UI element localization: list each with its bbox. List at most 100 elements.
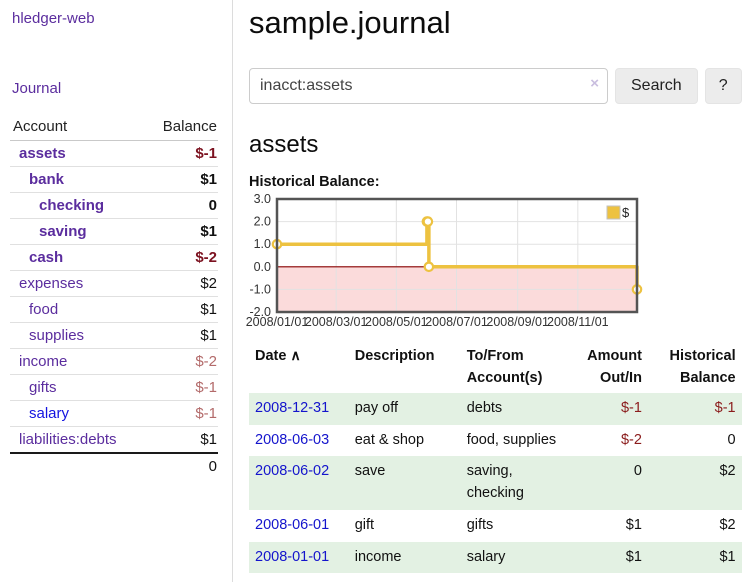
register-header-balance: Historical Balance <box>648 342 742 393</box>
transaction-date-link[interactable]: 2008-01-01 <box>255 549 329 565</box>
account-link-expenses[interactable]: expenses <box>19 275 83 292</box>
account-link-salary[interactable]: salary <box>29 405 69 422</box>
account-balance: $1 <box>145 167 219 193</box>
account-balance: $1 <box>145 427 219 454</box>
svg-text:1.0: 1.0 <box>254 237 271 251</box>
sidebar: hledger-web Journal Account Balance asse… <box>0 0 233 582</box>
transaction-amount: $1 <box>562 510 647 542</box>
svg-text:2.0: 2.0 <box>254 215 271 229</box>
transaction-amount: $-1 <box>562 393 647 425</box>
clear-search-icon[interactable]: × <box>590 76 599 91</box>
account-row-assets: assets $-1 <box>10 141 218 167</box>
account-balance: $-2 <box>145 245 219 271</box>
chart-title: Historical Balance: <box>249 174 742 190</box>
account-row-cash: cash $-2 <box>10 245 218 271</box>
account-balance: $1 <box>145 297 219 323</box>
account-row-supplies: supplies $1 <box>10 323 218 349</box>
svg-text:2008/05/01: 2008/05/01 <box>365 315 428 329</box>
register-table: Date ∧ Description To/From Account(s) Am… <box>249 342 742 573</box>
transaction-accounts: gifts <box>461 510 563 542</box>
accounts-total-value: 0 <box>145 453 219 479</box>
transaction-description: pay off <box>349 393 461 425</box>
search-button[interactable]: Search <box>615 68 698 104</box>
svg-text:2008/07/01: 2008/07/01 <box>425 315 488 329</box>
account-row-expenses: expenses $2 <box>10 271 218 297</box>
account-balance: $1 <box>145 323 219 349</box>
account-row-salary: salary $-1 <box>10 401 218 427</box>
transaction-accounts: salary <box>461 542 563 574</box>
svg-text:-1.0: -1.0 <box>249 282 271 296</box>
main-content: sample.journal × Search ? assets Histori… <box>233 0 742 582</box>
transaction-date-link[interactable]: 2008-06-02 <box>255 463 329 479</box>
accounts-column-header: Account <box>10 114 145 141</box>
account-link-assets[interactable]: assets <box>19 145 66 162</box>
transaction-date-link[interactable]: 2008-06-01 <box>255 517 329 533</box>
transaction-amount: $1 <box>562 542 647 574</box>
account-link-checking[interactable]: checking <box>39 197 104 214</box>
transaction-description: income <box>349 542 461 574</box>
account-balance: $-2 <box>145 349 219 375</box>
account-link-income[interactable]: income <box>19 353 67 370</box>
register-header-description: Description <box>349 342 461 393</box>
account-heading: assets <box>249 131 742 159</box>
account-link-saving[interactable]: saving <box>39 223 87 240</box>
help-button[interactable]: ? <box>705 68 742 104</box>
dollar-legend-swatch <box>607 206 620 219</box>
sidebar-item-journal[interactable]: Journal <box>12 80 218 97</box>
transaction-amount: 0 <box>562 456 647 510</box>
search-input[interactable] <box>249 68 608 104</box>
svg-text:3.0: 3.0 <box>254 192 271 206</box>
account-balance: $2 <box>145 271 219 297</box>
transaction-date-link[interactable]: 2008-06-03 <box>255 432 329 448</box>
account-row-food: food $1 <box>10 297 218 323</box>
transaction-balance: 0 <box>648 425 742 457</box>
register-row: 2008-12-31 pay off debts $-1 $-1 <box>249 393 742 425</box>
register-header-accounts: To/From Account(s) <box>461 342 563 393</box>
register-row: 2008-01-01 income salary $1 $1 <box>249 542 742 574</box>
transaction-accounts: food, supplies <box>461 425 563 457</box>
account-link-supplies[interactable]: supplies <box>29 327 84 344</box>
account-link-liabilities-debts[interactable]: liabilities:debts <box>19 431 117 448</box>
accounts-balance-table: Account Balance assets $-1 bank $1 check… <box>10 114 218 479</box>
register-header-date[interactable]: Date ∧ <box>249 342 349 393</box>
accounts-total-row: 0 <box>10 453 218 479</box>
register-header-amount: Amount Out/In <box>562 342 647 393</box>
svg-text:2008/03/01: 2008/03/01 <box>305 315 368 329</box>
account-row-checking: checking 0 <box>10 193 218 219</box>
historical-balance-chart: $3.02.01.00.0-1.0-2.02008/01/012008/03/0… <box>241 193 742 333</box>
account-link-bank[interactable]: bank <box>29 171 64 188</box>
account-balance: $-1 <box>145 375 219 401</box>
transaction-accounts: saving, checking <box>461 456 563 510</box>
transaction-balance: $-1 <box>648 393 742 425</box>
account-balance: $-1 <box>145 141 219 167</box>
account-link-food[interactable]: food <box>29 301 58 318</box>
svg-text:$: $ <box>622 205 630 220</box>
svg-text:2008/11/01: 2008/11/01 <box>547 315 609 329</box>
transaction-amount: $-2 <box>562 425 647 457</box>
page-title: sample.journal <box>249 5 742 41</box>
account-link-gifts[interactable]: gifts <box>29 379 57 396</box>
register-row: 2008-06-03 eat & shop food, supplies $-2… <box>249 425 742 457</box>
account-balance: 0 <box>145 193 219 219</box>
account-row-liabilities-debts: liabilities:debts $1 <box>10 427 218 454</box>
transaction-date-link[interactable]: 2008-12-31 <box>255 400 329 416</box>
svg-text:2008/01/01: 2008/01/01 <box>246 315 309 329</box>
search-form: × Search ? <box>249 68 742 104</box>
transaction-balance: $1 <box>648 542 742 574</box>
sort-ascending-icon: ∧ <box>290 347 300 363</box>
transaction-balance: $2 <box>648 456 742 510</box>
hledger-web-app: hledger-web Journal Account Balance asse… <box>0 0 742 582</box>
account-row-bank: bank $1 <box>10 167 218 193</box>
account-balance: $1 <box>145 219 219 245</box>
transaction-accounts: debts <box>461 393 563 425</box>
transaction-description: eat & shop <box>349 425 461 457</box>
account-link-cash[interactable]: cash <box>29 249 63 266</box>
brand-link[interactable]: hledger-web <box>12 10 218 27</box>
register-row: 2008-06-02 save saving, checking 0 $2 <box>249 456 742 510</box>
account-balance: $-1 <box>145 401 219 427</box>
svg-text:0.0: 0.0 <box>254 260 271 274</box>
transaction-description: save <box>349 456 461 510</box>
register-row: 2008-06-01 gift gifts $1 $2 <box>249 510 742 542</box>
transaction-description: gift <box>349 510 461 542</box>
account-row-gifts: gifts $-1 <box>10 375 218 401</box>
